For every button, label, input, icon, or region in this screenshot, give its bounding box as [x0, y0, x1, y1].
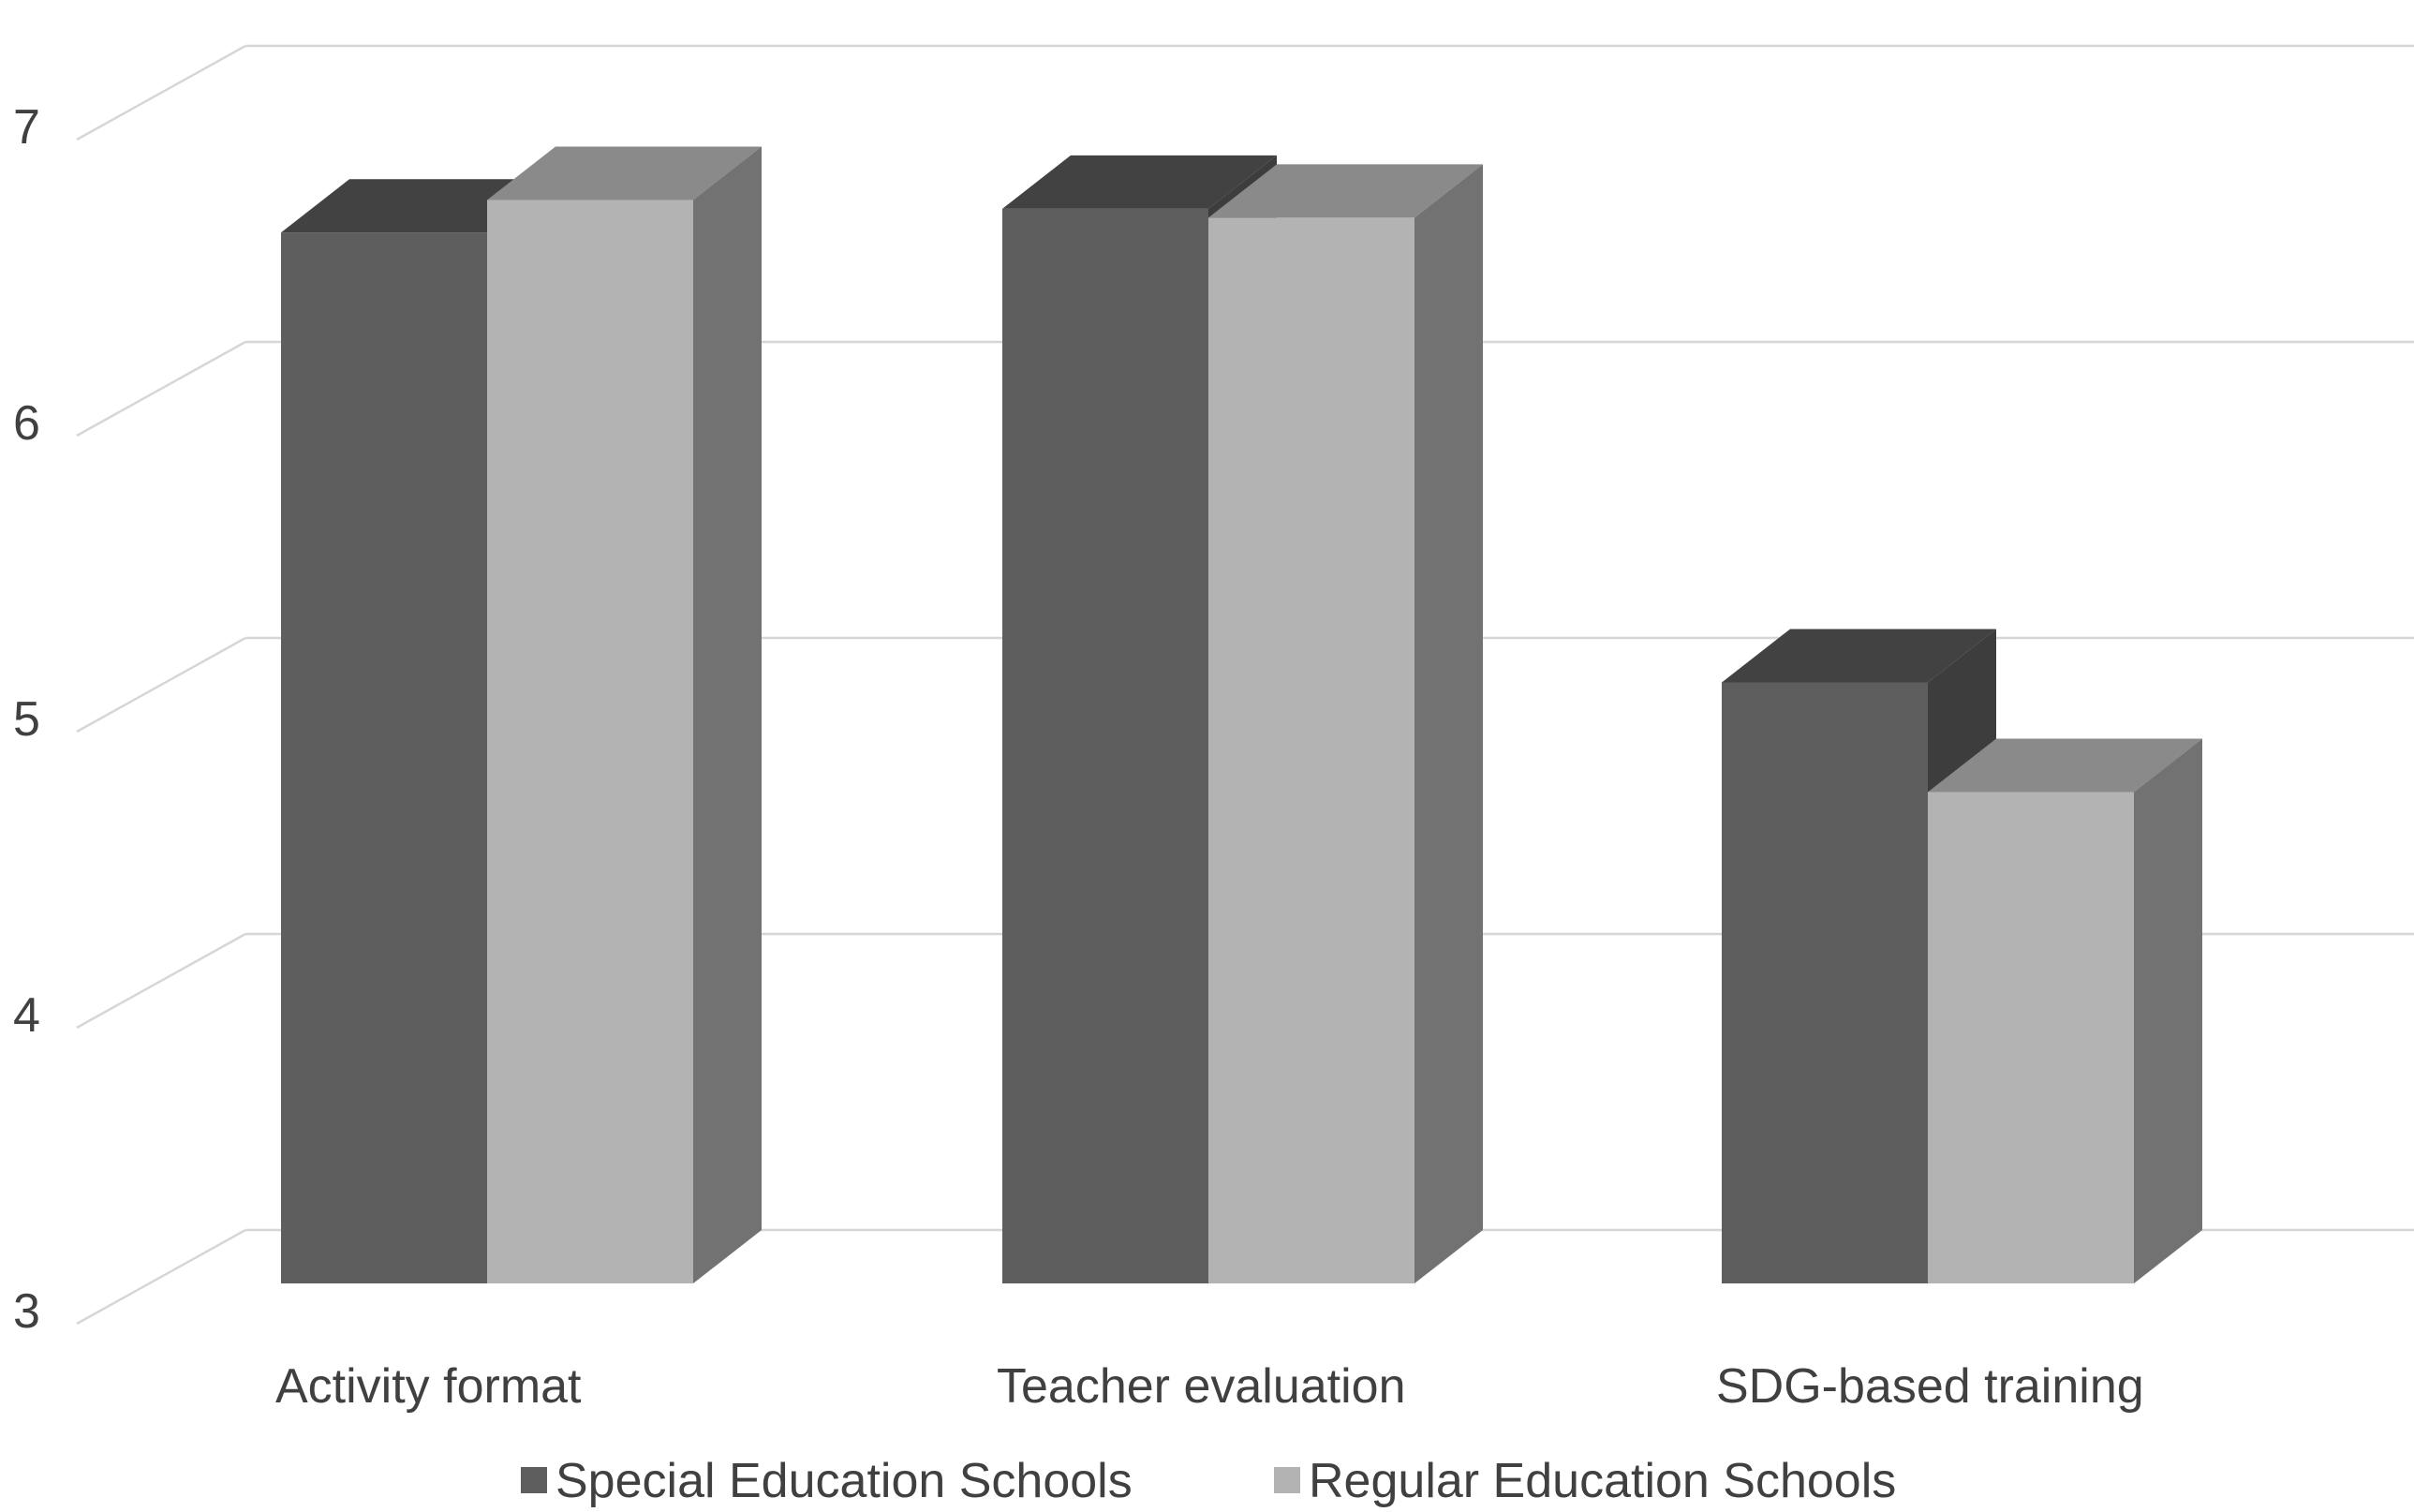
y-tick-label: 7 [13, 100, 40, 155]
bar-front-face [487, 200, 693, 1284]
legend-item: Special Education Schools [521, 1454, 1133, 1508]
legend: Special Education Schools Regular Educati… [521, 1454, 1896, 1508]
x-axis-categories: Activity format Teacher evaluation SDG-bas… [275, 1359, 2144, 1414]
gridline-depth [76, 636, 246, 734]
bar-side-face [1414, 164, 1483, 1283]
y-axis-ticks: 3 4 5 6 7 [13, 100, 40, 1339]
bar-top-face [1002, 155, 1277, 209]
bar-front-face [1928, 792, 2134, 1283]
legend-label: Regular Education Schools [1309, 1454, 1896, 1508]
legend-swatch [1274, 1467, 1300, 1493]
bar-side-face [2134, 738, 2202, 1283]
bar-front-face [281, 232, 487, 1284]
gridline-depth [76, 932, 246, 1030]
x-category-label: Activity format [275, 1359, 582, 1414]
bar-top-face [1208, 164, 1483, 218]
bar-side-face [693, 146, 762, 1284]
y-tick-label: 3 [13, 1284, 40, 1339]
y-tick-label: 6 [13, 396, 40, 451]
legend-label: Special Education Schools [555, 1454, 1133, 1508]
bars [281, 146, 2202, 1284]
x-category-label: SDG-based training [1716, 1359, 2144, 1414]
bar-front-face [1722, 682, 1928, 1283]
y-tick-label: 4 [13, 988, 40, 1043]
bar-front-face [1208, 217, 1414, 1283]
bar-regular-education [487, 146, 762, 1284]
gridline-depth [76, 1228, 246, 1326]
bar-top-face [281, 179, 555, 233]
gridline-depth [76, 340, 246, 437]
bar-front-face [1002, 208, 1208, 1283]
legend-swatch [521, 1467, 547, 1493]
bar-top-face [1928, 738, 2202, 793]
bar-regular-education [1928, 738, 2202, 1283]
bar-regular-education [1208, 164, 1483, 1283]
y-tick-label: 5 [13, 692, 40, 747]
legend-item: Regular Education Schools [1274, 1454, 1896, 1508]
bar-top-face [1722, 629, 1996, 683]
x-category-label: Teacher evaluation [997, 1359, 1406, 1414]
bar-top-face [487, 146, 762, 200]
gridline-depth [76, 44, 246, 141]
